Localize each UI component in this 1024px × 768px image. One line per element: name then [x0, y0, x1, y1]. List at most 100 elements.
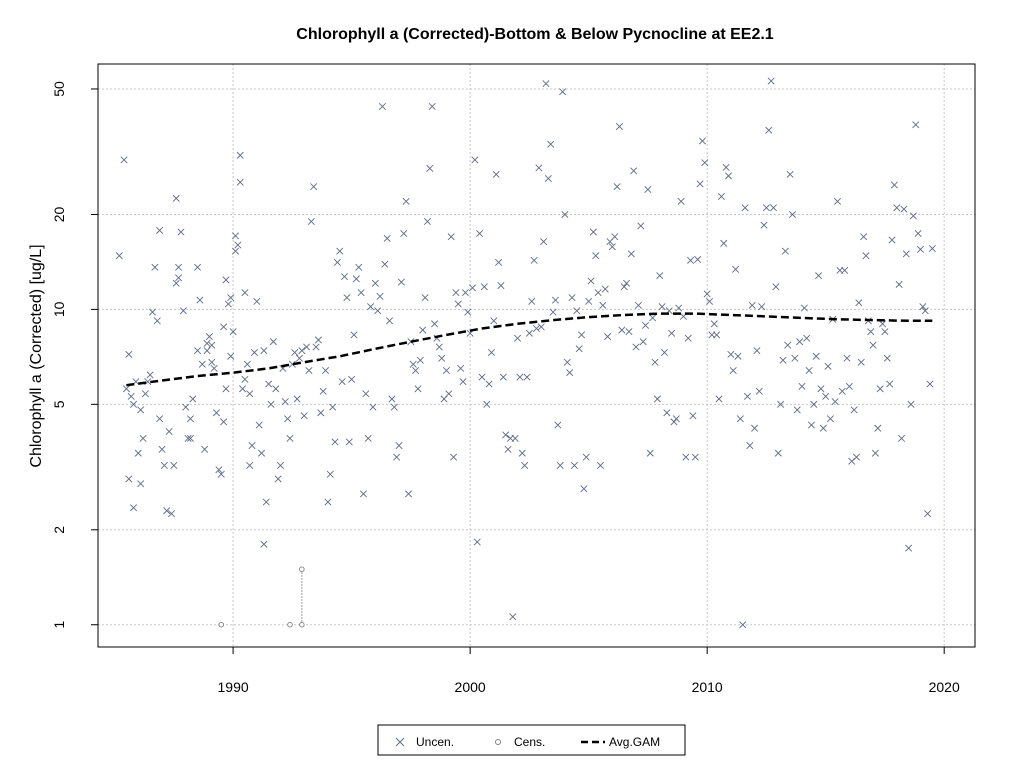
legend-gam-label: Avg.GAM: [609, 735, 660, 749]
data-point-x: [350, 331, 358, 339]
data-point-x: [184, 434, 192, 442]
y-tick-label: 20: [51, 206, 67, 222]
data-point-x: [810, 400, 818, 408]
data-point-x: [739, 621, 747, 629]
data-point-x: [736, 415, 744, 423]
data-point-x: [696, 180, 704, 188]
data-point-x: [743, 392, 751, 400]
data-point-x: [611, 233, 619, 241]
data-point-censored: [299, 621, 305, 628]
data-point-x: [599, 301, 607, 309]
data-point-x: [532, 324, 541, 332]
data-point-x: [876, 385, 884, 393]
x-tick-label: 2010: [692, 679, 723, 695]
data-point-x: [793, 406, 801, 414]
data-point-x: [921, 307, 929, 315]
data-point-x: [713, 331, 721, 339]
data-point-x: [416, 356, 424, 364]
data-point-x: [634, 301, 642, 309]
data-point-x: [694, 255, 702, 263]
data-point-x: [924, 510, 932, 518]
data-point-x: [445, 390, 453, 398]
data-point-x: [194, 263, 202, 271]
data-point-x: [189, 395, 197, 403]
data-point-x: [551, 296, 559, 304]
data-point-x: [397, 278, 405, 286]
data-point-x: [826, 415, 834, 423]
data-point-x: [288, 360, 296, 368]
data-point-x: [781, 247, 789, 255]
data-point-x: [158, 445, 166, 453]
data-point-x: [473, 538, 481, 546]
data-point-x: [682, 453, 690, 461]
data-point-x: [499, 373, 507, 381]
y-tick-label: 1: [51, 621, 67, 629]
data-point-x: [419, 326, 427, 334]
data-point-x: [208, 358, 216, 366]
data-point-x: [231, 247, 239, 255]
data-point-x: [153, 317, 161, 325]
data-point-x: [521, 461, 529, 469]
data-point-x: [762, 204, 770, 212]
data-point-x: [248, 442, 256, 450]
data-point-x: [250, 348, 258, 357]
data-point-x: [805, 366, 813, 375]
data-point-x: [623, 279, 631, 287]
data-point-x: [860, 233, 868, 241]
data-point-x: [260, 347, 268, 355]
data-point-x: [751, 424, 759, 432]
legend-cens-label: Cens.: [514, 735, 545, 749]
y-axis-label: Chlorophyll a (Corrected) [ug/L]: [28, 244, 45, 467]
data-point-x: [390, 403, 398, 411]
data-point-x: [663, 409, 671, 417]
data-point-x: [151, 263, 159, 271]
data-point-x: [348, 375, 356, 383]
data-point-x: [817, 385, 825, 393]
x-tick-label: 2020: [929, 679, 960, 695]
legend-cens-marker: [495, 739, 501, 745]
data-point-x: [568, 294, 576, 302]
data-point-x: [687, 256, 695, 264]
data-point-x: [217, 470, 225, 478]
y-tick-label: 5: [51, 400, 67, 408]
data-point-x: [355, 263, 363, 271]
data-point-x: [215, 466, 223, 474]
data-point-x: [914, 230, 922, 238]
data-point-x: [269, 338, 277, 346]
data-point-x: [295, 354, 303, 362]
data-point-x: [196, 296, 204, 304]
data-point-x: [194, 347, 202, 355]
data-point-x: [314, 336, 322, 344]
data-point-x: [613, 183, 621, 191]
data-point-x: [137, 480, 145, 488]
data-point-x: [658, 303, 666, 311]
data-point-x: [224, 300, 232, 308]
data-point-x: [483, 400, 491, 408]
data-point-x: [916, 245, 925, 253]
data-point-x: [722, 163, 730, 171]
data-point-x: [352, 275, 360, 283]
data-point-x: [447, 233, 455, 241]
data-point-x: [203, 347, 211, 355]
data-point-x: [774, 449, 782, 457]
data-point-x: [471, 156, 479, 164]
data-point-x: [120, 156, 128, 164]
data-point-x: [464, 308, 472, 316]
data-point-x: [381, 260, 389, 268]
data-point-x: [201, 445, 209, 453]
data-point-x: [514, 334, 522, 342]
data-point-x: [691, 453, 699, 461]
data-point-x: [262, 498, 270, 506]
data-point-x: [523, 373, 531, 381]
data-point-x: [556, 461, 564, 469]
data-point-x: [186, 434, 194, 442]
plot-frame: [97, 63, 976, 648]
data-point-x: [291, 348, 299, 357]
data-point-x: [222, 385, 230, 393]
data-point-x: [130, 504, 138, 512]
data-point-x: [276, 461, 285, 469]
data-point-x: [559, 88, 567, 96]
data-point-x: [435, 343, 443, 351]
data-point-x: [796, 338, 804, 346]
data-point-x: [305, 366, 313, 375]
